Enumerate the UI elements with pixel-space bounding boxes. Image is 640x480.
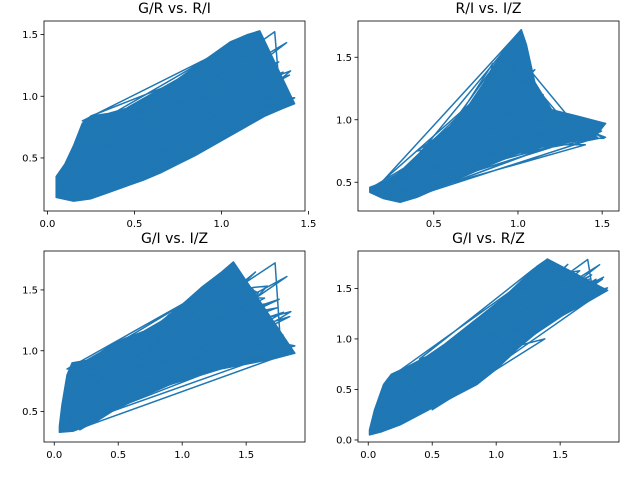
subplot-2-line-strands (369, 48, 607, 199)
subplot-2: 0.5 1.0 1.5 0.5 1.0 1.5 R/I vs. I/Z (336, 1, 620, 230)
subplot-3-series (58, 261, 296, 434)
subplot-3-title: G/I vs. I/Z (141, 231, 208, 247)
subplot-1-title: G/R vs. R/I (138, 1, 211, 17)
subplot-2-title: R/I vs. I/Z (456, 1, 522, 17)
subplot-1-series (55, 30, 296, 202)
subplot-1-marks: 0.0 0.5 1.0 1.5 0.5 1.0 1.5 (22, 20, 317, 230)
subplot-1-line-series (55, 31, 292, 199)
subplot-3-axes-frame (43, 250, 306, 443)
subplot-1-ytick-label-1: 1.0 (22, 92, 38, 103)
subplot-1-xtick-label-0: 0.0 (40, 219, 56, 230)
subplot-4-xtick-label-3: 1.5 (552, 450, 568, 461)
subplot-1-xtick-label-3: 1.5 (301, 219, 317, 230)
subplot-2-ytick-label-1: 1.0 (336, 115, 352, 126)
subplot-3-ytick-label-0: 0.5 (22, 407, 38, 418)
subplot-4-ytick-label-0: 0.0 (336, 436, 352, 447)
subplot-3-xtick-label-3: 1.5 (238, 450, 254, 461)
subplot-2-series (369, 29, 607, 204)
subplot-1-xtick-label-2: 1.0 (214, 219, 230, 230)
subplot-3: 0.0 0.5 1.0 1.5 0.5 1.0 1.5 G/I vs. I/Z (22, 231, 306, 461)
subplot-2-ytick-label-2: 1.5 (336, 53, 352, 64)
subplot-2-line-series (374, 29, 607, 202)
subplot-1: 0.0 0.5 1.0 1.5 0.5 1.0 1.5 G/R vs. R/I (22, 1, 316, 230)
subplot-4-series (368, 258, 609, 436)
subplot-1-axes-frame (43, 20, 306, 212)
subplot-4-marks: 0.0 0.5 1.0 1.5 0.0 0.5 1.0 1.5 (336, 250, 620, 461)
subplot-4-line-series (370, 258, 609, 435)
subplot-2-xtick-label-0: 0.5 (426, 219, 442, 230)
subplot-2-marks: 0.5 1.0 1.5 0.5 1.0 1.5 (336, 20, 620, 230)
subplot-3-line-strands (58, 262, 296, 433)
subplot-3-line-series (60, 262, 296, 431)
subplot-4-ytick-label-3: 1.5 (336, 284, 352, 295)
subplot-3-ytick-label-2: 1.5 (22, 286, 38, 297)
subplot-1-xtick-label-1: 0.5 (127, 219, 143, 230)
subplot-3-marks: 0.0 0.5 1.0 1.5 0.5 1.0 1.5 (22, 250, 306, 461)
subplot-3-xtick-label-2: 1.0 (174, 450, 190, 461)
subplot-4-xtick-label-1: 0.5 (424, 450, 440, 461)
subplot-3-ytick-label-1: 1.0 (22, 346, 38, 357)
subplot-4-axes-frame (357, 250, 620, 443)
subplot-1-ytick-label-2: 1.5 (22, 30, 38, 41)
subplot-3-xtick-label-0: 0.0 (46, 450, 62, 461)
subplot-4-xtick-label-2: 1.0 (488, 450, 504, 461)
subplot-2-xtick-label-1: 1.0 (510, 219, 526, 230)
subplot-2-axes-frame (357, 20, 620, 212)
subplot-1-ytick-label-0: 0.5 (22, 154, 38, 165)
subplot-2-xtick-label-2: 1.5 (594, 219, 610, 230)
subplot-2-ytick-label-0: 0.5 (336, 178, 352, 189)
subplot-3-xtick-label-1: 0.5 (110, 450, 126, 461)
subplot-4-ytick-label-2: 1.0 (336, 335, 352, 346)
subplot-4-xtick-label-0: 0.0 (360, 450, 376, 461)
subplot-4-ytick-label-1: 0.5 (336, 385, 352, 396)
subplot-4: 0.0 0.5 1.0 1.5 0.0 0.5 1.0 1.5 G/I vs. R/Z (336, 231, 620, 461)
subplot-4-title: G/I vs. R/Z (452, 231, 525, 247)
